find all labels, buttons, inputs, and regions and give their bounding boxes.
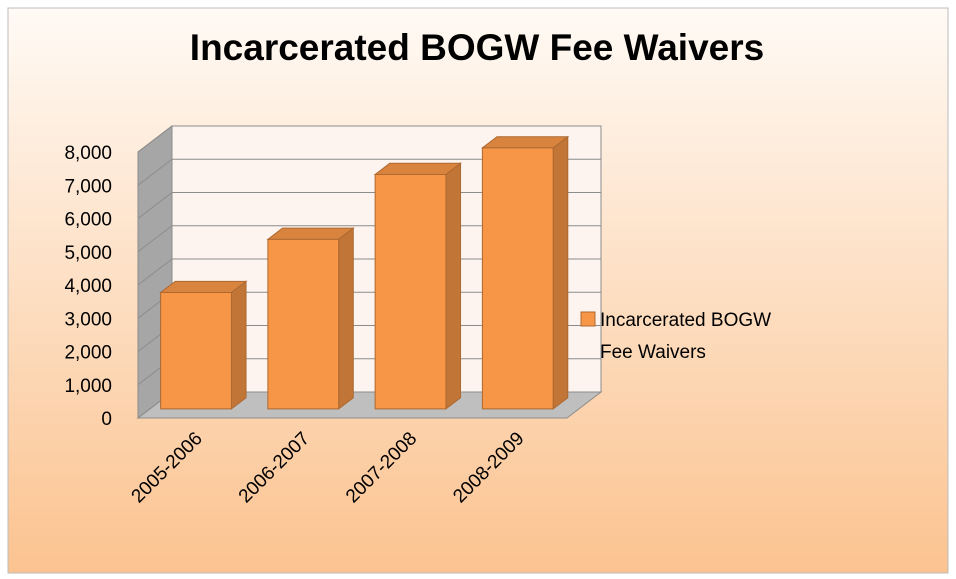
side-grid-line [137,192,173,219]
y-tick-label: 0 [101,409,112,430]
y-tick-label: 2,000 [64,343,112,364]
bar-side [445,162,462,410]
bar-top [266,227,355,240]
chart-title: Incarcerated BOGW Fee Waivers [190,27,764,68]
bar [481,147,554,410]
bar [160,292,232,410]
bar-side [552,135,569,410]
side-grid-line [137,158,173,186]
side-grid-line [137,125,173,153]
bar-side [230,280,247,410]
bar-top [159,280,248,294]
y-tick-label: 7,000 [64,176,112,197]
bar-side [338,227,354,410]
y-tick-label: 8,000 [64,143,112,164]
bar [374,173,447,410]
y-tick-label: 3,000 [64,309,112,330]
bar [267,238,340,410]
y-tick-label: 4,000 [64,276,112,297]
legend-swatch [580,311,596,327]
bar-top [480,136,570,149]
legend-label: Incarcerated BOGW Fee Waivers [600,310,772,363]
bar-top [373,162,463,175]
y-tick-label: 1,000 [64,376,112,397]
y-tick-label: 6,000 [64,210,112,231]
side-grid-line [137,225,173,253]
y-tick-label: 5,000 [64,243,112,264]
side-grid-line [137,258,173,286]
